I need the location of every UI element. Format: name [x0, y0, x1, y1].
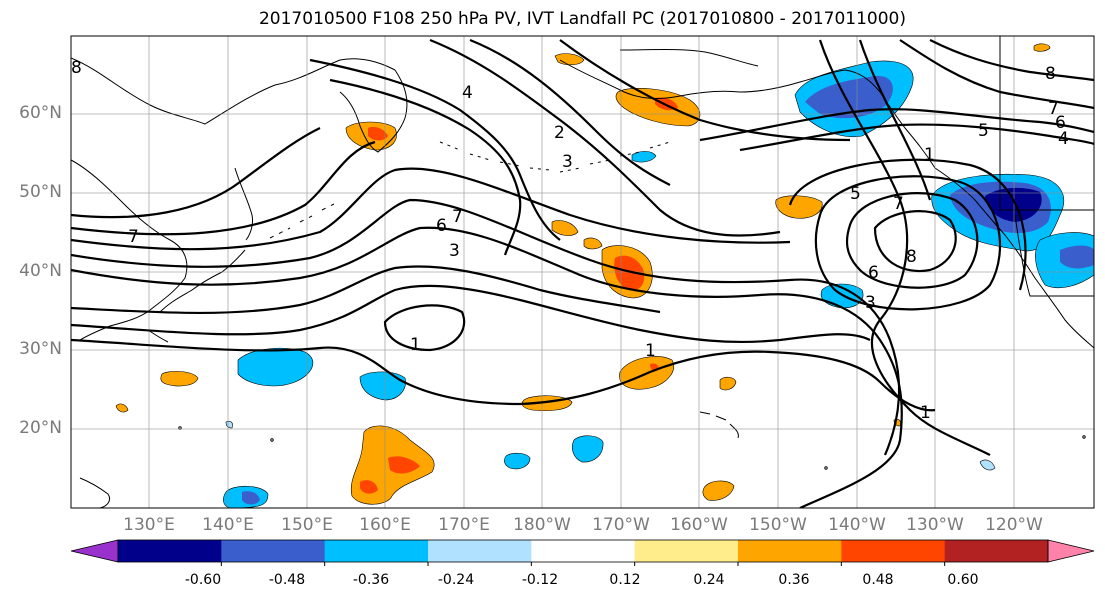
map-frame — [70, 35, 1095, 509]
map-title: 2017010500 F108 250 hPa PV, IVT Landfall… — [258, 9, 906, 29]
colorbar-segment — [324, 540, 429, 562]
colorbar-tick-label: -0.24 — [437, 572, 475, 588]
contour-label: 7 — [452, 207, 463, 227]
lat-tick-60n: 60°N — [19, 103, 62, 123]
contour-label: 3 — [449, 241, 460, 261]
colorbar-extend-high — [1047, 539, 1095, 563]
ivt-shading — [115, 43, 1094, 508]
colorbar-frame — [117, 539, 1049, 563]
lat-tick-20n: 20°N — [19, 418, 62, 438]
contour-label: 7 — [1048, 99, 1059, 119]
lat-tick-50n: 50°N — [19, 182, 62, 202]
colorbar-tick-label: 0.48 — [862, 572, 894, 588]
colorbar-segment — [531, 540, 636, 562]
contour-label: 8 — [71, 58, 82, 78]
colorbar-segment — [428, 540, 532, 562]
contour-label: 7 — [893, 194, 904, 214]
lat-tick-30n: 30°N — [19, 339, 62, 359]
lon-tick-130w: 130°W — [906, 515, 964, 535]
contour-labels: 8 4 2 3 6 7 3 7 1 1 1 5 7 8 6 3 5 6 4 7 … — [71, 58, 1069, 423]
pv-contours — [71, 38, 1094, 508]
lon-tick-130e: 130°E — [123, 515, 175, 535]
contour-label: 6 — [868, 263, 879, 283]
lon-tick-180w: 180°W — [513, 515, 571, 535]
colorbar-tick-label: -0.12 — [521, 572, 559, 588]
negative-region-west-pacific — [237, 347, 314, 387]
lon-tick-120w: 120°W — [985, 515, 1043, 535]
map-content: 8 4 2 3 6 7 3 7 1 1 1 5 7 8 6 3 5 6 4 7 … — [71, 36, 1094, 508]
colorbar-tick-label: -0.36 — [352, 572, 390, 588]
lon-tick-140e: 140°E — [202, 515, 254, 535]
contour-label: 7 — [128, 227, 139, 247]
colorbar-segment — [118, 540, 222, 562]
colorbar-extend-low — [70, 539, 119, 563]
contour-label: 1 — [920, 403, 931, 423]
contour-label: 1 — [410, 335, 421, 355]
contour-label: 6 — [436, 216, 447, 236]
colorbar-tick-label: 0.60 — [947, 572, 979, 588]
colorbar-tick-label: 0.24 — [693, 572, 725, 588]
colorbar-segment — [944, 540, 1049, 562]
colorbar-tick-label: -0.48 — [268, 572, 306, 588]
contour-label: 8 — [906, 247, 917, 267]
contour-label: 1 — [924, 145, 935, 165]
colorbar-segment — [221, 540, 326, 562]
contour-label: 5 — [850, 184, 861, 204]
contour-label: 5 — [978, 121, 989, 141]
colorbar — [70, 539, 1095, 566]
contour-label: 4 — [1058, 129, 1069, 149]
contour-label: 3 — [562, 152, 573, 172]
colorbar-tick-label: -0.60 — [184, 572, 222, 588]
colorbar-segment — [738, 540, 842, 562]
colorbar-segment — [634, 540, 739, 562]
lon-tick-150e: 150°E — [281, 515, 333, 535]
contour-label: 4 — [462, 83, 473, 103]
contour-label: 3 — [865, 293, 876, 313]
lon-tick-170e: 170°E — [438, 515, 490, 535]
lat-tick-40n: 40°N — [19, 261, 62, 281]
lon-tick-160e: 160°E — [359, 515, 411, 535]
lon-tick-160w: 160°W — [670, 515, 728, 535]
colorbar-tick-label: 0.36 — [778, 572, 810, 588]
lon-tick-170w: 170°W — [592, 515, 650, 535]
colorbar-tick-label: 0.12 — [609, 572, 641, 588]
contour-label: 1 — [645, 341, 656, 361]
colorbar-segment — [841, 540, 946, 562]
lon-tick-150w: 150°W — [749, 515, 807, 535]
contour-label: 6 — [1055, 113, 1066, 133]
contour-label: 2 — [554, 123, 565, 143]
contour-label: 8 — [1045, 64, 1056, 84]
lon-tick-140w: 140°W — [828, 515, 886, 535]
